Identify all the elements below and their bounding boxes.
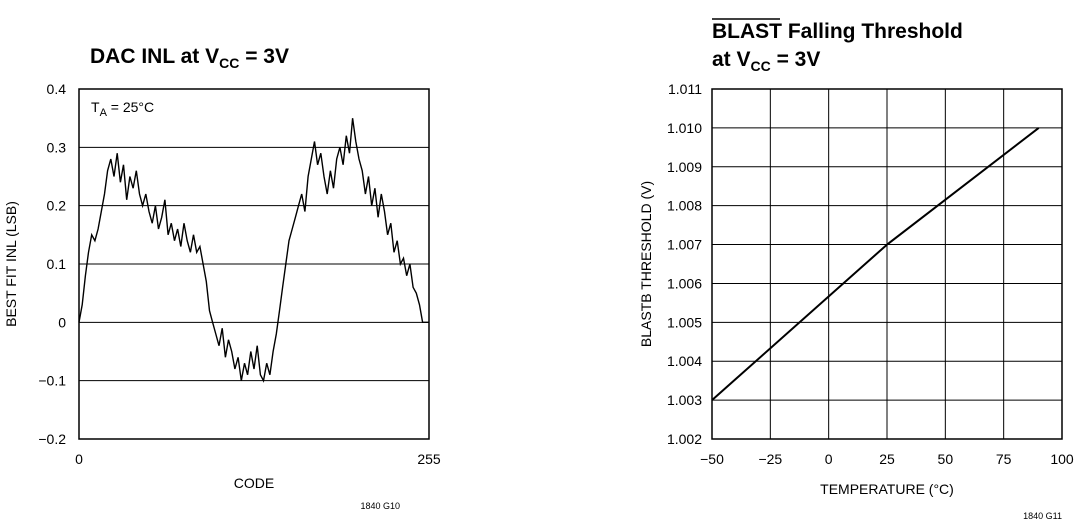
right-y-axis-label: BLASTB THRESHOLD (V) bbox=[638, 181, 654, 347]
left-series-line bbox=[78, 118, 429, 383]
right-x-ticks: −50 −25 0 25 50 75 100 bbox=[700, 451, 1074, 467]
left-chart-title: DAC INL at VCC = 3V bbox=[90, 45, 289, 71]
right-y-tick-label: 1.011 bbox=[668, 81, 702, 97]
right-y-tick-label: 1.007 bbox=[667, 237, 702, 253]
right-x-tick-label: −25 bbox=[758, 451, 782, 467]
left-y-ticks: 0.4 0.3 0.2 0.1 0 −0.1 −0.2 bbox=[38, 81, 66, 447]
right-y-tick-label: 1.009 bbox=[667, 159, 702, 175]
left-y-axis-label: BEST FIT INL (LSB) bbox=[3, 201, 19, 327]
right-y-tick-label: 1.004 bbox=[667, 353, 702, 369]
left-figure-id: 1840 G10 bbox=[360, 501, 400, 511]
right-series-line bbox=[711, 127, 1040, 401]
right-x-tick-label: 75 bbox=[996, 451, 1012, 467]
left-y-tick-label: −0.1 bbox=[38, 373, 66, 389]
right-y-ticks: 1.011 1.010 1.009 1.008 1.007 1.006 1.005 1.004… bbox=[667, 81, 702, 447]
right-x-tick-label: 100 bbox=[1050, 451, 1074, 467]
left-y-tick-label: −0.2 bbox=[38, 431, 66, 447]
right-x-axis-label: TEMPERATURE (°C) bbox=[820, 481, 954, 497]
left-y-tick-label: 0.2 bbox=[47, 198, 67, 214]
right-chart-title-line2: at VCC = 3V bbox=[712, 48, 820, 74]
left-annotation: TA = 25°C bbox=[91, 99, 154, 119]
right-y-tick-label: 1.002 bbox=[667, 431, 702, 447]
right-y-tick-label: 1.006 bbox=[667, 275, 702, 291]
left-y-tick-label: 0.4 bbox=[47, 81, 67, 97]
right-figure-id: 1840 G11 bbox=[1023, 511, 1062, 521]
left-grid bbox=[79, 146, 429, 382]
left-x-axis-label: CODE bbox=[234, 475, 274, 491]
right-x-tick-label: 0 bbox=[825, 451, 833, 467]
right-x-tick-label: −50 bbox=[700, 451, 724, 467]
left-y-tick-label: 0.3 bbox=[47, 139, 67, 155]
right-grid bbox=[712, 89, 1062, 439]
right-y-tick-label: 1.003 bbox=[667, 392, 702, 408]
left-x-ticks: 0 255 bbox=[75, 451, 441, 467]
left-y-tick-label: 0 bbox=[58, 314, 66, 330]
left-x-tick-label: 0 bbox=[75, 451, 83, 467]
right-chart-title-line1: BLAST Falling Threshold bbox=[712, 20, 963, 43]
right-y-tick-label: 1.005 bbox=[667, 314, 702, 330]
right-y-tick-label: 1.008 bbox=[667, 198, 702, 214]
left-y-tick-label: 0.1 bbox=[47, 256, 67, 272]
right-x-tick-label: 25 bbox=[879, 451, 895, 467]
right-x-tick-label: 50 bbox=[938, 451, 954, 467]
left-x-tick-label: 255 bbox=[417, 451, 441, 467]
right-y-tick-label: 1.010 bbox=[667, 120, 702, 136]
